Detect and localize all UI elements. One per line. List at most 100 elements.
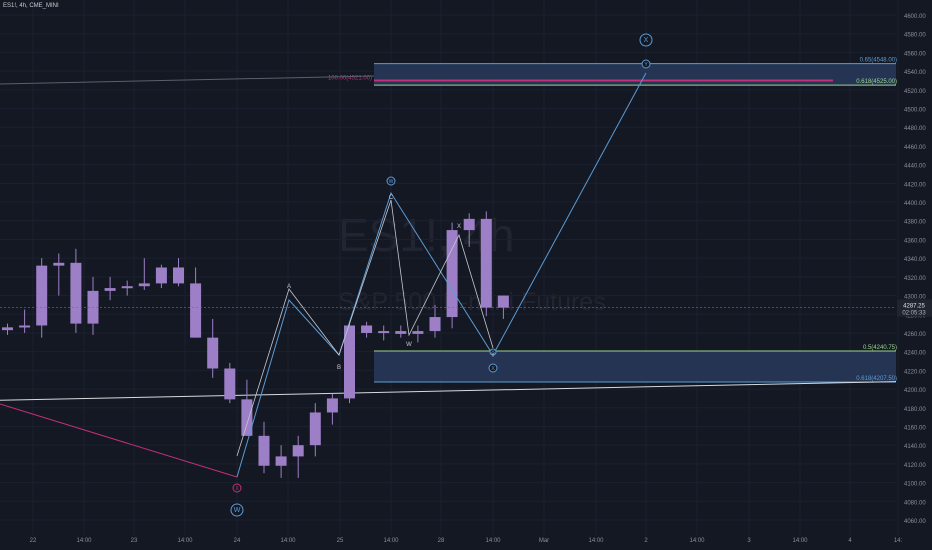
time-axis-label: 14:00 [177,538,193,544]
trendline-magenta[interactable] [0,403,238,478]
price-axis-label: 4320.00 [904,276,926,282]
price-axis-label: 4360.00 [904,238,926,244]
candle-body[interactable] [138,283,150,287]
candle-body[interactable] [429,317,441,332]
wave-path-white[interactable] [236,199,494,457]
price-axis-label: 4140.00 [904,444,926,450]
candle-body[interactable] [326,398,338,413]
time-axis-label: 14:00 [485,538,501,544]
price-axis-label: 4260.00 [904,332,926,338]
fib-zone[interactable] [374,63,896,86]
wave-label-blue: X [644,37,649,44]
candle-body[interactable] [463,218,475,231]
time-axis-label: 14:00 [76,538,92,544]
wave-label-blue: X [491,366,495,372]
candle-countdown: 02:05:33 [902,310,926,316]
candle-body[interactable] [70,262,82,324]
wave-marker-blue [230,503,244,517]
price-axis-label: 4080.00 [904,500,926,506]
candle-body[interactable] [344,325,355,399]
candle-body[interactable] [155,267,167,284]
time-axis-label: 24 [234,538,241,544]
fib-level-label: 0.618(4207.50) [856,376,897,382]
candle-body[interactable] [36,265,48,326]
time-axis-label: 23 [131,538,138,544]
price-axis-label: 4420.00 [904,182,926,188]
time-axis-label: 14:00 [588,538,604,544]
candle-body[interactable] [173,267,184,284]
wave-label-letter: W [406,342,412,348]
candle-body[interactable] [258,435,270,466]
candle-body[interactable] [2,327,13,331]
candle-body[interactable] [480,218,492,308]
fib-level-label-magenta: 100.00(4521.00) [328,75,372,81]
price-axis-label: 4300.00 [904,295,926,301]
time-axis-label: 14:00 [280,538,296,544]
price-axis-label: 4160.00 [904,425,926,431]
price-axis-label: 4060.00 [904,519,926,525]
price-axis-label: 4180.00 [904,407,926,413]
candle-body[interactable] [412,331,424,334]
candle-body[interactable] [292,445,304,457]
price-axis-label: 4380.00 [904,220,926,226]
current-price-badge [897,299,932,317]
wave-marker-blue [639,33,653,47]
price-axis-label: 4100.00 [904,482,926,488]
price-axis-label: 4500.00 [904,108,926,114]
candle-body[interactable] [104,288,116,291]
price-axis-label: 4200.00 [904,388,926,394]
wave-label-letter: X [457,224,461,230]
price-axis-label: 4400.00 [904,201,926,207]
wave-marker-blue [386,176,396,186]
candle-body[interactable] [446,230,458,318]
candle-body[interactable] [361,325,373,333]
symbol-info: ES1!, 4h, CME_MINI [3,3,59,9]
wave-label-letter: Y [491,353,495,359]
candle-body[interactable] [190,283,202,338]
price-axis-label: 4520.00 [904,89,926,95]
wave-label-blue: Y [491,350,495,356]
candle-body[interactable] [497,295,509,308]
wave-label-letter: B [337,365,341,371]
time-axis-label: 14:00 [792,538,808,544]
fib-zone[interactable] [374,350,896,383]
wave-label-letter: A [287,284,291,290]
price-axis-label: 4120.00 [904,463,926,469]
price-axis-label: 4240.00 [904,351,926,357]
trendline-faint[interactable] [0,75,375,85]
time-axis-label: 14:00 [689,538,705,544]
wave-marker-blue [488,363,498,373]
candle-body[interactable] [121,286,133,289]
wave-label-blue: W [234,507,241,514]
wave-marker-blue [641,59,651,69]
time-axis-label: 3 [747,538,751,544]
price-axis-label: 4480.00 [904,126,926,132]
candle-body[interactable] [378,331,390,334]
fib-level-label: 0.618(4525.00) [856,79,897,85]
trendline-white[interactable] [0,381,897,401]
candle-body[interactable] [275,456,287,466]
time-axis-label: Mar [539,538,549,544]
wave-marker-blue [489,348,497,356]
candle-body[interactable] [309,412,321,446]
candle-body[interactable] [224,368,236,400]
candle-body[interactable] [53,262,65,266]
candle-body[interactable] [241,399,253,436]
candle-body[interactable] [395,331,407,334]
time-axis-label: 28 [438,538,445,544]
price-axis-label: 4560.00 [904,51,926,57]
current-price-value: 4287.25 [903,303,925,309]
fib-level-label: 0.5(4240.75) [863,345,897,351]
candle-body[interactable] [207,337,219,369]
time-axis-label: 25 [337,538,344,544]
time-axis-label: 2 [644,538,648,544]
price-axis-label: 4580.00 [904,33,926,39]
candle-body[interactable] [19,325,31,328]
price-axis-label: 4440.00 [904,164,926,170]
wave-path-blue[interactable] [236,72,647,478]
price-axis-label: 4460.00 [904,145,926,151]
wave-marker-pink [232,483,242,493]
time-axis-label: 14: [894,538,903,544]
